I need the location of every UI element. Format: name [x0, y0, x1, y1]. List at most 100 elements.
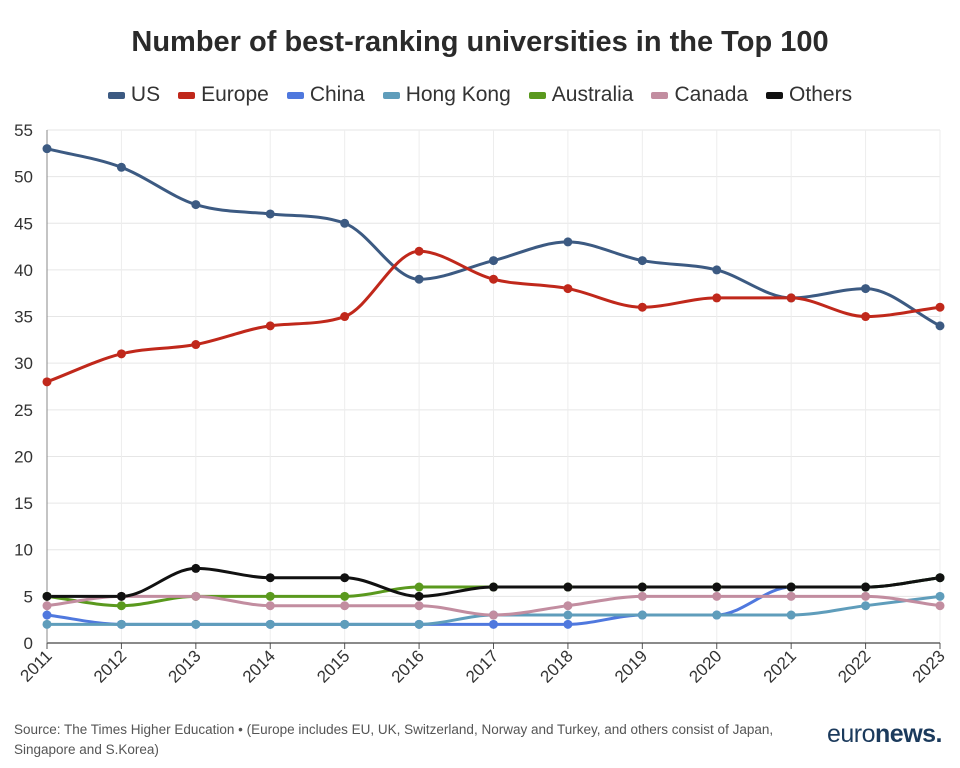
x-tick-label: 2018 — [537, 646, 577, 686]
data-point-others — [42, 591, 52, 601]
data-point-australia — [116, 601, 126, 611]
legend-item-hong-kong[interactable]: Hong Kong — [382, 83, 511, 107]
legend-swatch-hong-kong — [382, 91, 400, 99]
data-point-us — [116, 162, 126, 172]
data-point-hong-kong — [712, 610, 722, 620]
chart-title: Number of best-ranking universities in t… — [131, 26, 829, 58]
data-point-hong-kong — [414, 619, 424, 629]
data-point-europe — [265, 321, 275, 331]
legend-label-canada: Canada — [674, 83, 749, 106]
brand-logo: euronews. — [826, 720, 943, 749]
brand-logo-light: euro — [826, 720, 876, 748]
y-tick-label: 10 — [14, 541, 33, 560]
data-point-europe — [786, 293, 796, 303]
data-point-australia — [340, 591, 350, 601]
y-tick-label: 55 — [14, 121, 33, 140]
source-note: Source: The Times Higher Education • (Eu… — [14, 722, 774, 757]
data-point-europe — [563, 284, 573, 294]
x-tick-label: 2020 — [685, 646, 725, 686]
data-point-hong-kong — [191, 619, 201, 629]
data-point-europe — [489, 274, 498, 284]
data-point-us — [42, 144, 52, 154]
data-point-others — [786, 582, 796, 592]
data-point-hong-kong — [935, 591, 945, 601]
legend-item-us[interactable]: US — [107, 83, 161, 107]
x-tick-label: 2012 — [90, 646, 130, 686]
legend-label-australia: Australia — [551, 83, 634, 106]
data-point-us — [563, 237, 573, 247]
data-point-us — [191, 200, 201, 210]
data-point-others — [637, 582, 647, 592]
data-point-hong-kong — [116, 619, 126, 629]
x-tick-label: 2011 — [17, 646, 56, 685]
data-point-canada — [861, 591, 871, 601]
data-point-others — [116, 591, 126, 601]
legend-item-china[interactable]: China — [286, 83, 365, 107]
data-point-australia — [265, 591, 275, 601]
data-point-china — [42, 610, 52, 620]
legend-label-europe: Europe — [201, 83, 269, 106]
legend-label-others: Others — [789, 83, 853, 106]
data-point-canada — [786, 591, 796, 601]
data-points — [42, 144, 945, 629]
legend-swatch-europe — [178, 91, 196, 99]
x-tick-label: 2016 — [388, 646, 428, 686]
x-tick-label: 2014 — [239, 646, 279, 686]
data-point-europe — [637, 302, 647, 312]
y-tick-label: 45 — [14, 214, 33, 233]
x-tick-label: 2022 — [834, 646, 874, 686]
data-point-europe — [712, 293, 722, 303]
data-point-canada — [42, 601, 52, 611]
legend-label-hong-kong: Hong Kong — [405, 83, 511, 106]
data-point-others — [191, 563, 201, 573]
brand-logo-bold: news. — [875, 720, 942, 748]
y-tick-label: 50 — [14, 168, 33, 187]
data-point-others — [414, 591, 424, 601]
data-point-others — [265, 573, 275, 583]
legend-item-others[interactable]: Others — [766, 83, 852, 107]
y-tick-label: 25 — [14, 401, 33, 420]
legend: US Europe China Hong Kong Australia Canada Oth… — [0, 83, 960, 107]
x-tick-label: 2021 — [760, 646, 800, 686]
data-point-us — [265, 209, 275, 219]
data-point-hong-kong — [340, 619, 350, 629]
y-tick-label: 40 — [14, 261, 33, 280]
data-point-canada — [191, 591, 201, 601]
data-point-europe — [116, 349, 126, 359]
legend-item-europe[interactable]: Europe — [178, 83, 269, 107]
data-point-canada — [637, 591, 647, 601]
y-tick-label: 5 — [24, 587, 33, 606]
legend-swatch-others — [766, 91, 784, 99]
legend-swatch-us — [107, 91, 125, 99]
data-point-others — [340, 573, 350, 583]
data-point-canada — [935, 601, 945, 611]
legend-swatch-australia — [528, 91, 546, 99]
legend-item-australia[interactable]: Australia — [528, 83, 634, 107]
grid-lines — [46, 129, 941, 643]
x-tick-label: 2013 — [164, 646, 204, 686]
legend-label-us: US — [130, 83, 161, 106]
data-point-others — [489, 582, 498, 592]
data-point-hong-kong — [42, 619, 52, 629]
x-tick-label: 2023 — [909, 646, 949, 686]
data-point-canada — [414, 601, 424, 611]
data-point-canada — [340, 601, 350, 611]
data-point-us — [935, 321, 945, 331]
data-point-us — [637, 256, 647, 266]
data-point-others — [563, 582, 573, 592]
y-tick-label: 0 — [24, 634, 33, 653]
data-point-canada — [489, 610, 498, 620]
data-point-europe — [340, 312, 350, 322]
data-point-hong-kong — [861, 601, 871, 611]
legend-item-canada[interactable]: Canada — [651, 83, 748, 107]
legend-swatch-canada — [651, 91, 669, 99]
data-point-europe — [861, 312, 871, 322]
line-chart: 0 5 10 15 20 25 30 35 40 45 50 55 2011 2012 2013 2014 20… — [14, 121, 949, 687]
data-point-others — [712, 582, 722, 592]
y-tick-label: 30 — [14, 354, 33, 373]
data-point-canada — [265, 601, 275, 611]
y-tick-label: 35 — [14, 308, 33, 327]
legend-label-china: China — [309, 83, 365, 106]
x-tick-label: 2019 — [611, 646, 651, 686]
data-point-china — [489, 619, 498, 629]
